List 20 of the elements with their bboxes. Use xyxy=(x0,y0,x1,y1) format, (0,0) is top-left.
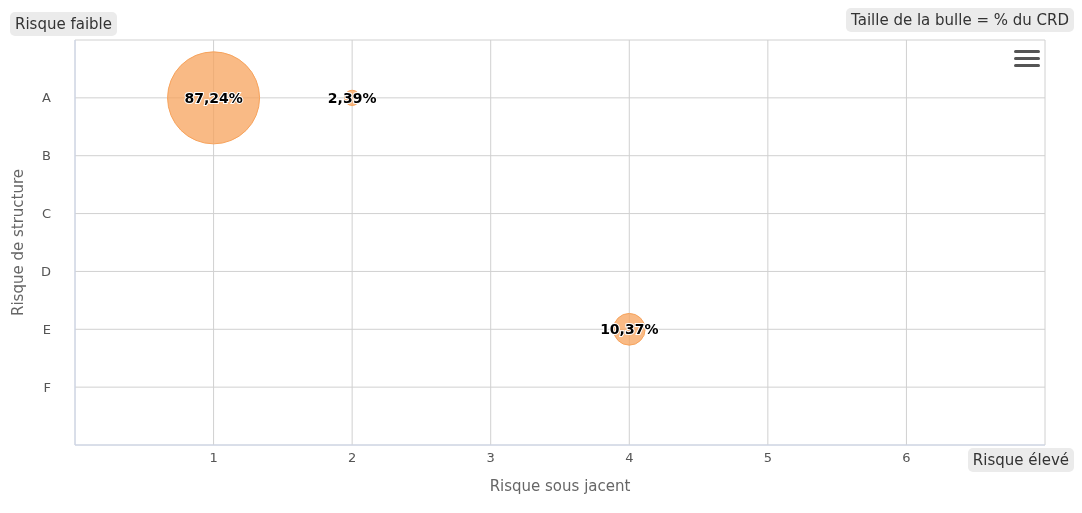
annotation: 10,37% xyxy=(600,321,659,338)
x-tick-label: 6 xyxy=(902,450,911,466)
text: Risque faible xyxy=(10,12,117,36)
x-tick-label: 3 xyxy=(486,450,495,466)
x-tick-label: 4 xyxy=(625,450,634,466)
text: Risque élevé xyxy=(967,448,1074,472)
y-axis-title: Risque de structure xyxy=(9,168,28,317)
y-tick-label: B xyxy=(42,148,51,164)
text: Taille de la bulle = % du CRD xyxy=(846,8,1074,32)
annotation: 2,39% xyxy=(327,89,377,106)
y-tick-label: E xyxy=(42,321,51,337)
x-axis-title: Risque sous jacent xyxy=(489,477,631,495)
annotation: 87,24% xyxy=(184,89,243,106)
x-tick-label: 1 xyxy=(209,450,218,466)
x-tick-label: 2 xyxy=(348,450,357,466)
y-tick-label: D xyxy=(40,264,51,280)
y-tick-label: C xyxy=(41,206,51,222)
y-tick-label: F xyxy=(43,379,51,395)
x-tick-label: 5 xyxy=(763,450,772,466)
y-tick-label: A xyxy=(42,90,52,106)
